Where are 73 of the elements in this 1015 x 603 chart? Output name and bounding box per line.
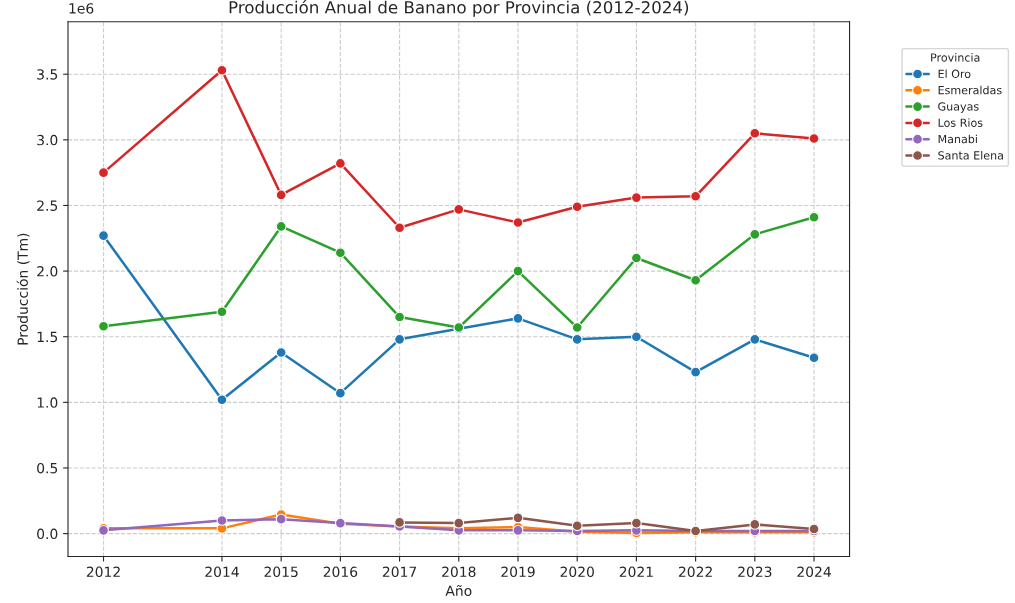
x-tick-label: 2016	[323, 566, 358, 578]
y-tick-label: 2.0	[37, 266, 58, 277]
point	[631, 252, 642, 264]
legend-label: Guayas	[938, 102, 979, 113]
x-tick-label: 2021	[619, 566, 653, 578]
x-tick-label: 2023	[738, 566, 772, 578]
y-tick-label: 3.5	[37, 69, 58, 80]
point	[571, 520, 583, 532]
x-tick-label: 2018	[442, 566, 476, 578]
point	[571, 333, 583, 345]
point	[808, 211, 820, 223]
x-tick-label: 2015	[264, 566, 298, 578]
legend-label: Los Rios	[938, 118, 983, 127]
y-tick-label: 3.0	[37, 134, 58, 146]
y-axis-title: Producción (Tm)	[16, 233, 30, 345]
point	[216, 306, 228, 318]
point	[275, 347, 287, 358]
y-tick-label: 1.0	[37, 397, 58, 408]
point	[394, 517, 405, 528]
x-tick-label: 2019	[501, 566, 535, 578]
point	[749, 228, 761, 240]
point	[453, 204, 465, 215]
point	[690, 366, 701, 378]
point	[571, 322, 583, 333]
point	[334, 158, 346, 169]
point	[749, 333, 761, 345]
legend-label: Manabi	[938, 134, 977, 144]
legend-label: Esmeraldas	[938, 85, 1002, 95]
point	[512, 512, 524, 524]
point	[512, 217, 524, 228]
point	[216, 64, 228, 76]
x-tick-label: 2014	[205, 566, 239, 578]
point	[631, 517, 642, 529]
point	[631, 192, 642, 203]
x-tick-label: 2022	[678, 566, 712, 578]
point	[98, 230, 109, 242]
point	[394, 333, 405, 345]
point	[275, 221, 287, 232]
y-tick-label: 1.5	[37, 331, 58, 343]
x-tick-label: 2024	[797, 566, 831, 578]
point	[808, 352, 820, 364]
point	[571, 201, 583, 213]
x-tick-label: 2020	[560, 566, 594, 578]
point	[216, 515, 228, 526]
y-tick-label: 2.5	[37, 200, 58, 211]
point	[453, 517, 465, 529]
point	[334, 387, 346, 399]
point	[808, 133, 820, 144]
chart-title: Producción Anual de Banano por Provincia (2012-2024)	[229, 0, 689, 17]
point	[275, 513, 287, 525]
x-axis-title: Año	[445, 585, 472, 597]
point	[631, 331, 642, 343]
point	[394, 222, 405, 234]
point	[690, 274, 701, 286]
point	[98, 320, 109, 332]
point	[690, 190, 701, 202]
legend-label: El Oro	[938, 69, 971, 79]
point	[216, 394, 228, 406]
point	[749, 519, 761, 530]
x-tick-label: 2012	[86, 566, 120, 578]
y-tick-label: 0.5	[37, 462, 58, 474]
legend-title: Provincia	[931, 53, 980, 62]
point	[98, 167, 109, 179]
text: 1e6	[69, 3, 94, 14]
legend-label: Santa Elena	[938, 150, 1003, 160]
point	[512, 312, 524, 324]
point	[275, 189, 287, 201]
y-tick-label: 0.0	[37, 528, 58, 540]
point	[512, 265, 524, 277]
x-tick-label: 2017	[382, 566, 417, 578]
point	[394, 311, 405, 323]
point	[749, 127, 761, 139]
point	[334, 247, 346, 259]
